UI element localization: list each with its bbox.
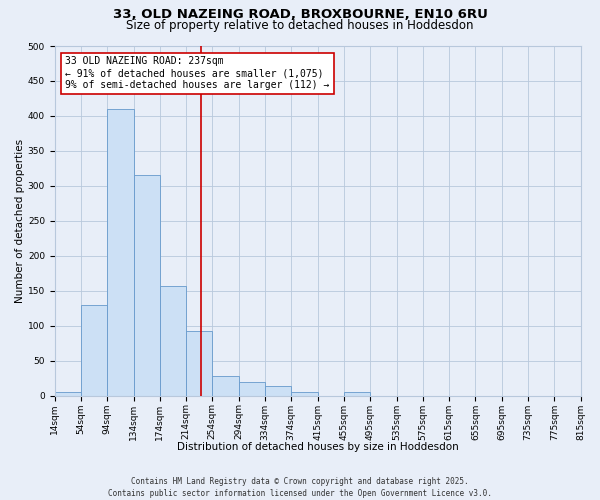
Y-axis label: Number of detached properties: Number of detached properties [15,139,25,303]
Bar [344,392,370,396]
Bar [186,330,212,396]
Bar [55,392,81,396]
Bar [160,286,186,396]
Text: 33 OLD NAZEING ROAD: 237sqm
← 91% of detached houses are smaller (1,075)
9% of s: 33 OLD NAZEING ROAD: 237sqm ← 91% of det… [65,56,329,90]
Bar [107,109,134,396]
Text: Size of property relative to detached houses in Hoddesdon: Size of property relative to detached ho… [126,19,474,32]
Bar [265,386,291,396]
Bar [212,376,239,396]
Text: Contains HM Land Registry data © Crown copyright and database right 2025.
Contai: Contains HM Land Registry data © Crown c… [108,476,492,498]
Bar [291,392,318,396]
X-axis label: Distribution of detached houses by size in Hoddesdon: Distribution of detached houses by size … [177,442,458,452]
Bar [134,176,160,396]
Bar [81,305,107,396]
Text: 33, OLD NAZEING ROAD, BROXBOURNE, EN10 6RU: 33, OLD NAZEING ROAD, BROXBOURNE, EN10 6… [113,8,487,20]
Bar [239,382,265,396]
